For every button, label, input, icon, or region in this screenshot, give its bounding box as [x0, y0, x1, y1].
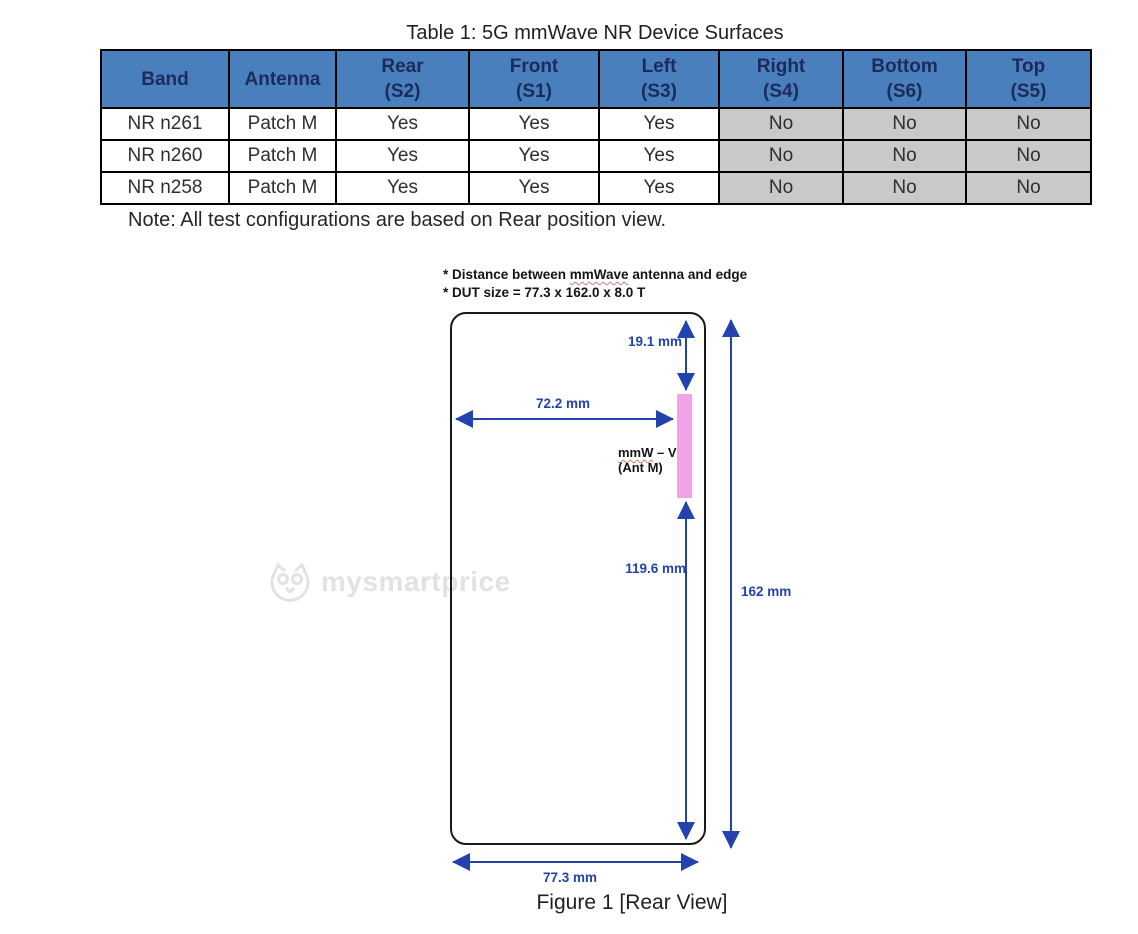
header-label: Bottom: [871, 56, 938, 77]
header-sublabel: (S4): [763, 81, 799, 102]
cell-top: No: [965, 107, 1092, 141]
cell-right: No: [718, 139, 844, 173]
cell-right: No: [718, 107, 844, 141]
antenna-label-line2: (Ant M): [618, 460, 663, 475]
cell-left: Yes: [598, 139, 720, 173]
table-note: Note: All test configurations are based …: [128, 209, 667, 231]
dim-label-device-height: 162 mm: [741, 584, 792, 599]
annotation-text: antenna and edge: [628, 267, 748, 282]
cell-band: NR n258: [100, 171, 230, 205]
cell-antenna: Patch M: [228, 139, 337, 173]
table-title: Table 1: 5G mmWave NR Device Surfaces: [406, 22, 784, 44]
header-label: Top: [1011, 56, 1046, 77]
cell-front: Yes: [468, 107, 600, 141]
header-label: Antenna: [244, 68, 321, 90]
cell-band: NR n260: [100, 139, 230, 173]
col-header-bottom: Bottom (S6): [842, 49, 967, 109]
header-label: Rear: [381, 56, 424, 77]
watermark: mysmartprice: [268, 560, 511, 604]
table-row: NR n258 Patch M Yes Yes Yes No No No: [100, 171, 1092, 205]
dim-label-antenna-from-left: 72.2 mm: [535, 396, 591, 411]
cell-antenna: Patch M: [228, 107, 337, 141]
cell-right: No: [718, 171, 844, 205]
cell-bottom: No: [842, 171, 967, 205]
cell-top: No: [965, 139, 1092, 173]
device-surfaces-table: Band Antenna Rear (S2) Front (S1) Left (S3)…: [100, 49, 1092, 205]
col-header-antenna: Antenna: [228, 49, 337, 109]
col-header-front: Front (S1): [468, 49, 600, 109]
annotation-text-underlined: mmWave: [569, 267, 629, 282]
header-label: Front: [509, 56, 559, 77]
annotation-distance: * Distance between mmWave antenna and ed…: [443, 266, 747, 284]
col-header-right: Right (S4): [718, 49, 844, 109]
cell-antenna: Patch M: [228, 171, 337, 205]
header-sublabel: (S6): [886, 81, 923, 102]
cell-left: Yes: [598, 107, 720, 141]
antenna-label-underlined: mmW: [618, 445, 654, 460]
mysmartprice-owl-logo-icon: [270, 562, 310, 602]
cell-band: NR n261: [100, 107, 230, 141]
cell-bottom: No: [842, 139, 967, 173]
cell-rear: Yes: [335, 107, 470, 141]
mmwave-antenna-module: [677, 394, 692, 498]
header-sublabel: (S1): [516, 81, 552, 102]
antenna-label-line1: mmW – V: [618, 445, 677, 460]
header-label: Left: [641, 56, 677, 77]
cell-front: Yes: [468, 171, 600, 205]
header-sublabel: (S3): [641, 81, 677, 102]
figure-annotations: * Distance between mmWave antenna and ed…: [443, 266, 747, 302]
annotation-text: * Distance between: [443, 267, 570, 282]
cell-bottom: No: [842, 107, 967, 141]
figure-caption: Figure 1 [Rear View]: [536, 891, 728, 914]
header-label: Right: [756, 56, 806, 77]
dim-label-top-offset: 19.1 mm: [627, 334, 682, 349]
dim-label-bottom-offset: 119.6 mm: [625, 561, 686, 576]
dim-label-device-width: 77.3 mm: [542, 870, 598, 885]
cell-top: No: [965, 171, 1092, 205]
annotation-dut-size: * DUT size = 77.3 x 162.0 x 8.0 T: [443, 285, 646, 300]
cell-rear: Yes: [335, 171, 470, 205]
watermark-text: mysmartprice: [321, 566, 511, 597]
col-header-left: Left (S3): [598, 49, 720, 109]
col-header-rear: Rear (S2): [335, 49, 470, 109]
table-row: NR n260 Patch M Yes Yes Yes No No No: [100, 139, 1092, 173]
header-sublabel: (S5): [1010, 81, 1047, 102]
antenna-label-rest: – V: [653, 445, 677, 460]
table-header-row: Band Antenna Rear (S2) Front (S1) Left (S3)…: [100, 49, 1092, 109]
header-label: Band: [141, 68, 189, 90]
col-header-top: Top (S5): [965, 49, 1092, 109]
cell-left: Yes: [598, 171, 720, 205]
table-row: NR n261 Patch M Yes Yes Yes No No No: [100, 107, 1092, 141]
header-sublabel: (S2): [384, 81, 421, 102]
col-header-band: Band: [100, 49, 230, 109]
cell-rear: Yes: [335, 139, 470, 173]
device-outline: [450, 312, 706, 845]
antenna-label: mmW – V (Ant M): [618, 445, 677, 475]
cell-front: Yes: [468, 139, 600, 173]
